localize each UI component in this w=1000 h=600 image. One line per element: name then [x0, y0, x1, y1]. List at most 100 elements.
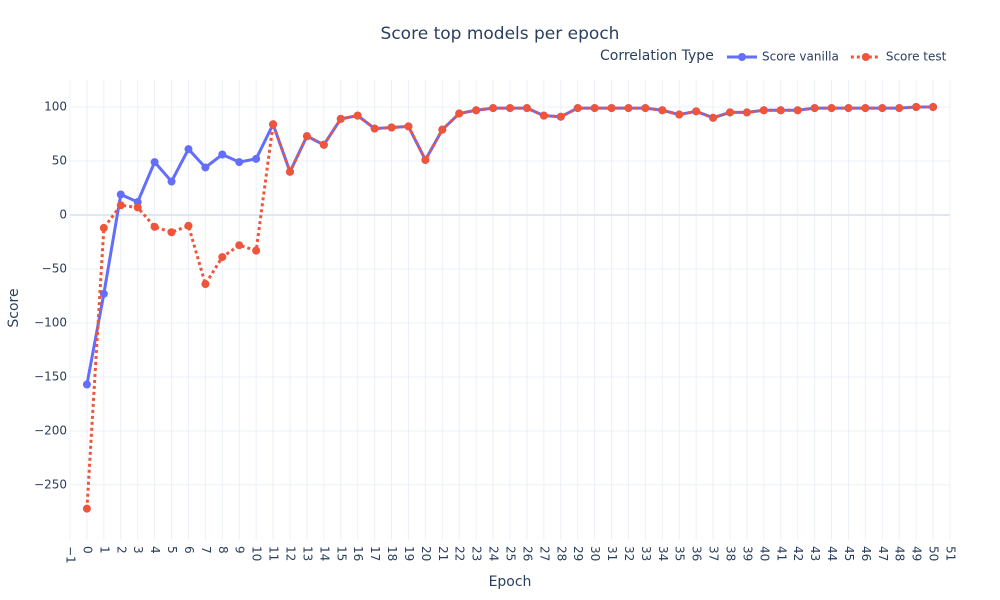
x-tick-label: 16 — [351, 546, 365, 561]
data-point — [150, 222, 159, 231]
x-tick-label: 7 — [199, 546, 213, 554]
x-tick-label: 2 — [114, 546, 128, 554]
data-point — [895, 104, 904, 113]
x-tick-label: 41 — [774, 546, 788, 561]
data-point — [370, 124, 379, 133]
data-point — [336, 114, 345, 123]
data-point — [556, 112, 565, 121]
legend-title: Correlation Type — [600, 48, 714, 64]
data-point — [235, 158, 244, 167]
x-tick-label: 4 — [148, 546, 162, 554]
data-point — [82, 504, 91, 513]
data-point — [387, 123, 396, 132]
y-tick-label: −100 — [34, 315, 67, 329]
x-tick-label: 28 — [554, 546, 568, 561]
data-point — [201, 163, 210, 172]
legend-label: Score test — [886, 50, 947, 64]
x-tick-label: 26 — [520, 546, 534, 561]
data-point — [404, 122, 413, 131]
x-axis-title: Epoch — [489, 574, 532, 590]
data-point — [793, 106, 802, 115]
x-tick-label: 37 — [707, 546, 721, 561]
x-tick-label: 6 — [182, 546, 196, 554]
data-point — [573, 104, 582, 113]
data-point — [827, 104, 836, 113]
x-tick-label: 50 — [927, 546, 941, 561]
x-tick-label: 1 — [97, 546, 111, 554]
series-line — [85, 105, 934, 509]
data-point — [692, 107, 701, 116]
x-tick-label: 14 — [317, 546, 331, 561]
data-point — [658, 106, 667, 115]
data-point — [861, 104, 870, 113]
x-tick-label: −1 — [64, 546, 78, 564]
data-point — [269, 120, 278, 129]
legend-swatch-marker — [861, 53, 870, 61]
x-tick-label: 30 — [588, 546, 602, 561]
data-point — [810, 104, 819, 113]
data-point — [133, 203, 142, 212]
data-point — [218, 150, 227, 159]
y-tick-label: 0 — [59, 207, 67, 221]
x-tick-label: 38 — [724, 546, 738, 561]
data-point — [184, 221, 193, 230]
chart-title: Score top models per epoch — [381, 24, 620, 44]
y-axis-title: Score — [6, 288, 22, 327]
data-point — [82, 380, 91, 389]
x-tick-label: 45 — [842, 546, 856, 561]
x-tick-label: 20 — [419, 546, 433, 561]
data-point — [675, 110, 684, 119]
x-tick-label: 43 — [808, 546, 822, 561]
x-tick-label: 31 — [605, 546, 619, 561]
data-point — [302, 132, 311, 141]
data-point — [252, 154, 261, 163]
data-point — [539, 111, 548, 120]
data-point — [438, 125, 447, 134]
legend-item: Score test — [850, 50, 947, 64]
x-tick-label: 51 — [944, 546, 958, 561]
data-point — [641, 104, 650, 113]
data-point — [929, 102, 938, 111]
y-tick-label: −200 — [34, 423, 67, 437]
data-point — [150, 158, 159, 167]
x-tick-label: 49 — [910, 546, 924, 561]
x-tick-label: 29 — [571, 546, 585, 561]
x-tick-label: 8 — [216, 546, 230, 554]
y-tick-label: 100 — [44, 99, 67, 113]
x-tick-label: 23 — [470, 546, 484, 561]
x-tick-label: 3 — [131, 546, 145, 554]
legend-item: Score vanilla — [727, 50, 839, 64]
x-tick-label: 46 — [859, 546, 873, 561]
data-point — [116, 190, 125, 199]
x-tick-label: 24 — [487, 546, 501, 561]
x-tick-label: 32 — [622, 546, 636, 561]
data-point — [472, 106, 481, 115]
y-tick-label: −250 — [34, 477, 67, 491]
data-point — [709, 113, 718, 122]
x-tick-label: 34 — [656, 546, 670, 561]
x-tick-label: 39 — [740, 546, 754, 561]
x-tick-label: 5 — [165, 546, 179, 554]
data-point — [912, 102, 921, 111]
data-point — [353, 111, 362, 120]
data-point — [99, 223, 108, 232]
data-point — [776, 106, 785, 115]
data-point — [726, 108, 734, 117]
data-point — [252, 246, 261, 255]
data-point — [607, 104, 616, 113]
data-point — [624, 104, 633, 113]
x-tick-label: 18 — [385, 546, 399, 561]
y-tick-label: 50 — [52, 153, 67, 167]
x-tick-label: 21 — [436, 546, 450, 561]
data-point — [218, 253, 227, 262]
x-tick-label: 40 — [757, 546, 771, 561]
x-tick-label: 11 — [267, 546, 281, 561]
data-point — [201, 280, 210, 289]
data-point — [184, 145, 193, 154]
data-point — [167, 177, 176, 186]
x-tick-label: 47 — [876, 546, 890, 561]
x-tick-label: 35 — [673, 546, 687, 561]
y-tick-label: −150 — [34, 369, 67, 383]
data-point — [506, 104, 514, 113]
